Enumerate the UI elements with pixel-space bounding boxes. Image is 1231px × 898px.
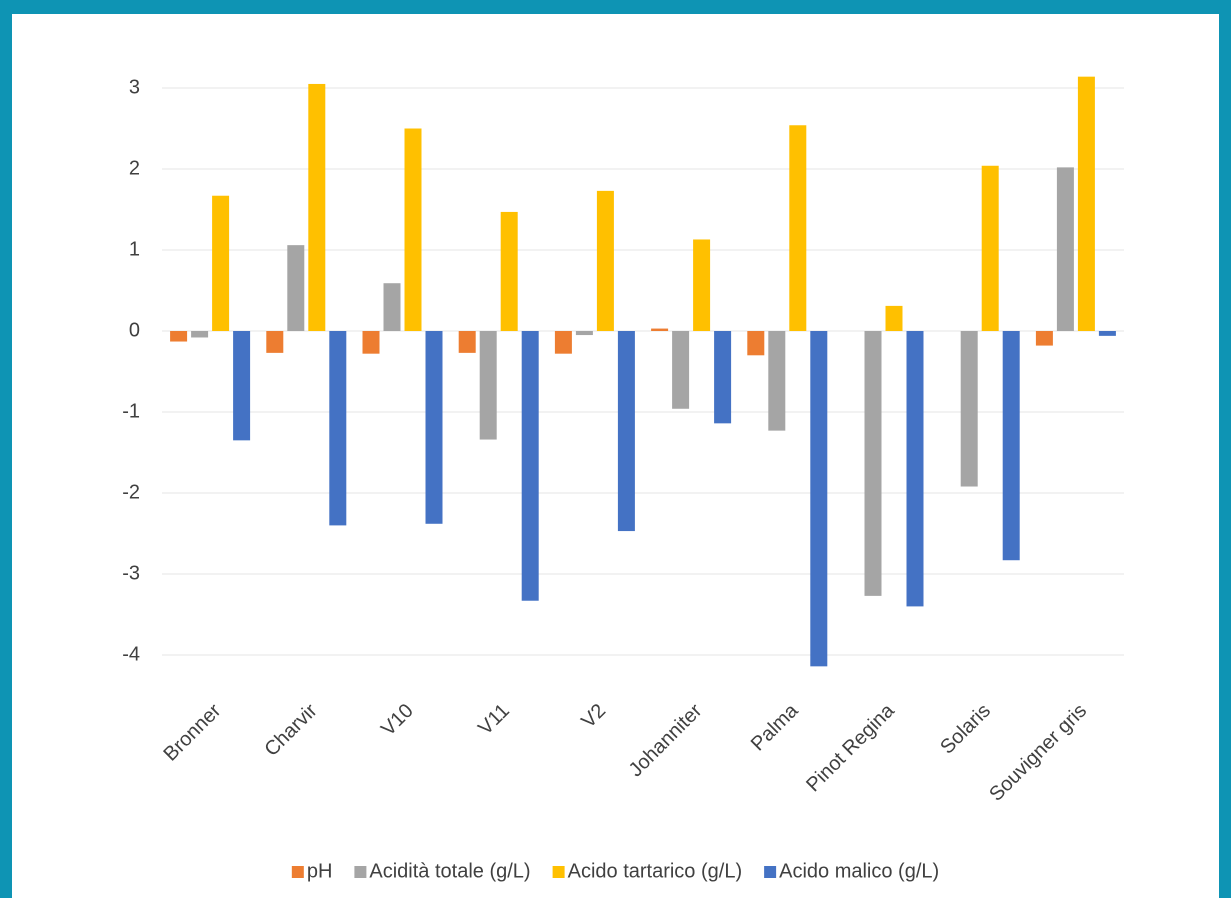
bar [693,239,711,331]
bar [521,331,539,601]
bar [1002,331,1020,561]
y-tick-label: -3 [122,562,140,584]
legend-swatch [291,866,304,878]
bar [981,165,999,331]
bar [768,331,786,431]
bar [287,245,305,331]
bar [672,331,690,409]
bar [575,331,593,336]
bar [500,211,518,331]
bar [479,331,497,440]
bar [308,83,326,331]
bar [714,331,732,424]
bar [747,331,765,356]
bar [596,190,614,331]
bar [425,331,443,524]
legend-label: Acido malico (g/L) [779,860,939,882]
bar [404,128,422,331]
y-tick-label: 0 [129,319,140,341]
bar [554,331,572,354]
bar [1056,167,1074,331]
legend-label: Acidità totale (g/L) [369,860,530,882]
bar [458,331,476,353]
y-tick-label: 1 [129,238,140,260]
bar [885,305,903,331]
bar [362,331,380,354]
bar [233,331,251,441]
legend-label: pH [307,860,333,882]
bar [1035,331,1053,346]
y-tick-label: 2 [129,157,140,179]
bar [651,328,669,331]
bar [864,331,882,596]
bar [810,331,828,667]
legend-label: Acido tartarico (g/L) [568,860,743,882]
bar [789,125,807,331]
legend-swatch [552,866,565,878]
bar [1077,76,1095,331]
legend-swatch [764,866,777,878]
bar [960,331,978,487]
legend: pH Acidità totale (g/L) Acido tartarico (g… [291,860,939,882]
legend-swatch [354,866,367,878]
y-tick-label: -1 [122,400,140,422]
bar [1098,331,1116,336]
bar [191,331,209,338]
bar [383,283,401,331]
bar [266,331,284,353]
bar [617,331,635,532]
y-tick-label: -4 [122,643,140,665]
bar [329,331,347,526]
y-tick-label: -2 [122,481,140,503]
bar [212,195,230,331]
bar [170,331,188,342]
bar [906,331,924,607]
y-tick-label: 3 [129,76,140,98]
